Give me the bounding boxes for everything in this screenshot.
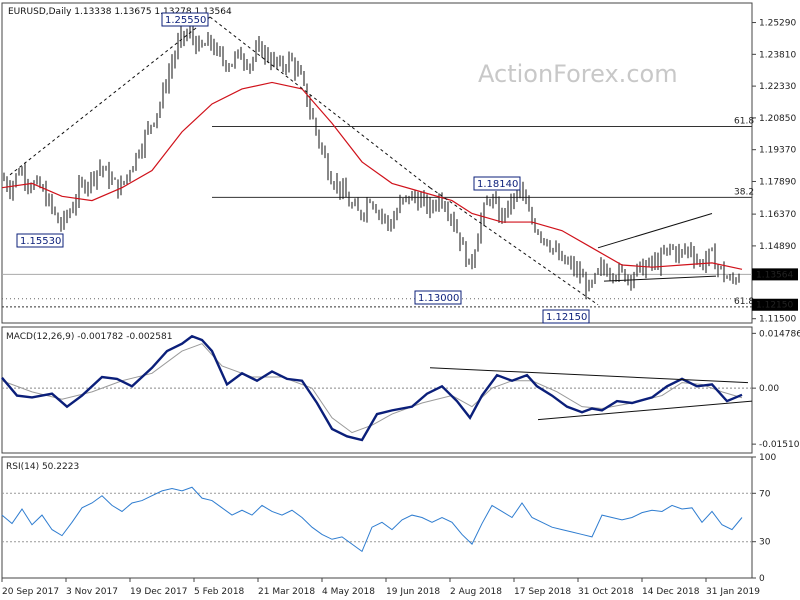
price-tick-label: 1.19370 [759, 146, 796, 156]
macd-tick-label: 0.00 [759, 384, 779, 394]
chart-header: EURUSD,Daily 1.13338 1.13675 1.13278 1.1… [8, 7, 232, 17]
pane-frame-0 [1, 2, 753, 324]
candles [3, 21, 740, 300]
price-annotation-label: 1.25550 [165, 15, 206, 26]
rsi-tick-label: 30 [759, 538, 771, 548]
macd-trendline [537, 400, 753, 421]
price-annotation-label: 1.15530 [20, 236, 61, 247]
x-tick-label: 31 Jan 2019 [706, 587, 760, 597]
price-annotation-label: 1.13000 [418, 293, 459, 304]
price-annotation-box [161, 12, 209, 27]
price-tick-label: 1.17890 [759, 177, 796, 187]
macd-title: MACD(12,26,9) -0.001782 -0.002581 [6, 332, 172, 342]
x-tick-label: 20 Sep 2017 [2, 587, 59, 597]
price-tick-label: 1.16370 [759, 210, 796, 220]
pane-frame-1 [1, 326, 753, 454]
low-price-label: 1.12150 [756, 301, 793, 311]
dashed-trendline [209, 16, 431, 189]
x-tick-label: 31 Oct 2018 [578, 587, 634, 597]
price-tick-label: 1.23810 [759, 50, 796, 60]
fib-label: 38.2 [734, 187, 754, 197]
x-tick-label: 17 Sep 2018 [514, 587, 571, 597]
price-tick-label: 1.20850 [759, 114, 796, 124]
price-annotation-label: 1.18140 [477, 179, 518, 190]
x-tick-label: 19 Jun 2018 [386, 587, 440, 597]
x-tick-label: 21 Mar 2018 [258, 587, 315, 597]
watermark: ActionForex.com [478, 60, 678, 88]
price-annotation-box [473, 176, 521, 191]
price-tick-label: 1.25290 [759, 19, 796, 29]
low-price-box [752, 298, 798, 311]
price-tick-label: 1.22330 [759, 82, 796, 92]
current-price-box [752, 268, 798, 281]
price-annotation-label: 1.12150 [546, 312, 587, 323]
x-tick-label: 3 Nov 2017 [66, 587, 118, 597]
triangle-line [597, 212, 713, 249]
rsi-title: RSI(14) 50.2223 [6, 462, 79, 472]
x-tick-label: 14 Dec 2018 [642, 587, 700, 597]
current-price-label: 1.13564 [756, 270, 793, 280]
rsi-tick-label: 70 [759, 489, 771, 499]
macd-tick-label: 0.014786 [759, 329, 800, 339]
price-annotation-box [542, 309, 590, 324]
x-tick-label: 4 May 2018 [322, 587, 375, 597]
price-tick-label: 1.14890 [759, 242, 796, 252]
rsi-tick-label: 100 [759, 453, 776, 463]
fib-label: 61.8 [734, 297, 754, 307]
price-tick-label: 1.11500 [759, 315, 796, 325]
x-tick-label: 2 Aug 2018 [450, 587, 502, 597]
fib-label: 61.8 [734, 116, 754, 126]
dashed-trendline [9, 16, 211, 176]
triangle-line [603, 275, 717, 282]
dashed-trendline [429, 187, 599, 306]
rsi-line [1, 486, 743, 553]
macd-trendline [429, 367, 749, 384]
rsi-tick-label: 0 [759, 574, 765, 584]
pane-frame-2 [1, 456, 753, 579]
price-annotation-box [16, 233, 64, 248]
x-tick-label: 19 Dec 2017 [130, 587, 188, 597]
price-annotation-box [414, 290, 462, 305]
macd-line [1, 334, 743, 442]
macd-tick-label: -0.015107 [759, 440, 800, 450]
moving-average-line [1, 81, 743, 270]
x-tick-label: 5 Feb 2018 [194, 587, 245, 597]
